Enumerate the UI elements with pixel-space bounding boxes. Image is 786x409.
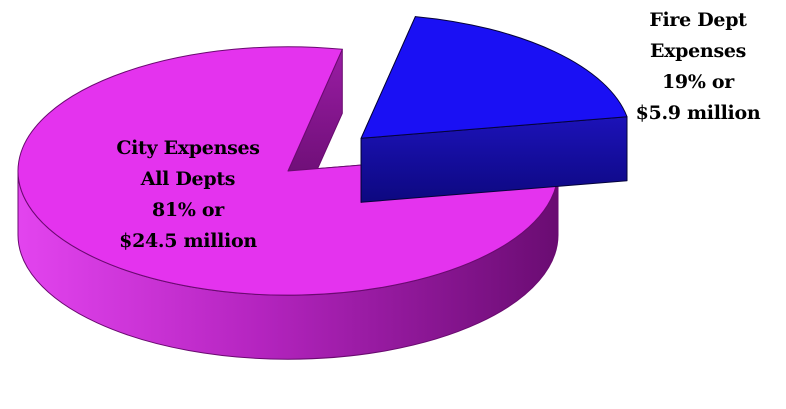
slice-label-line: City Expenses: [116, 137, 260, 159]
pie-slice-city: [17, 46, 559, 296]
pie-slice-fire: [360, 16, 628, 139]
slice-label-fire-dept: Fire Dept Expenses 19% or $5.9 million: [610, 5, 786, 129]
slice-label-line: $24.5 million: [119, 230, 257, 252]
slice-label-line: Expenses: [649, 40, 747, 62]
slice-label-line: 19% or: [662, 71, 734, 93]
slice-label-line: $5.9 million: [635, 102, 761, 124]
slice-label-city-expenses: City Expenses All Depts 81% or $24.5 mil…: [88, 133, 288, 257]
slice-label-line: All Depts: [140, 168, 236, 190]
slice-label-line: 81% or: [152, 199, 224, 221]
slice-label-line: Fire Dept: [649, 9, 747, 31]
